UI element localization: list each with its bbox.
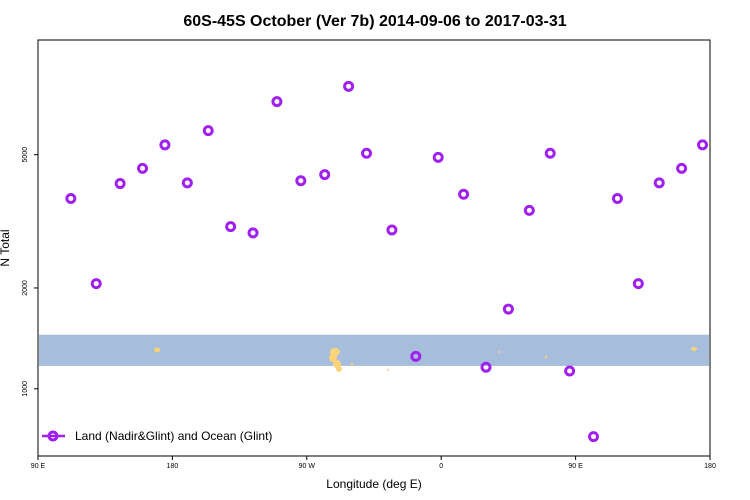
data-point bbox=[343, 80, 355, 92]
data-point bbox=[502, 303, 514, 315]
x-tick-label: 180 bbox=[704, 463, 716, 470]
data-point bbox=[386, 224, 398, 236]
data-point bbox=[632, 278, 644, 290]
x-axis: 90 E 180 90 W 0 90 E 180 bbox=[31, 456, 716, 470]
data-point bbox=[295, 175, 307, 187]
land-shape bbox=[336, 366, 342, 372]
data-point bbox=[225, 221, 237, 233]
data-point bbox=[319, 169, 331, 181]
legend: Land (Nadir&Glint) and Ocean (Glint) bbox=[42, 429, 272, 443]
legend-label: Land (Nadir&Glint) and Ocean (Glint) bbox=[75, 429, 272, 443]
x-tick-label: 90 E bbox=[31, 463, 46, 470]
data-point bbox=[247, 227, 259, 239]
land-shape bbox=[498, 351, 500, 353]
y-axis-label: N Total bbox=[0, 229, 12, 266]
data-point bbox=[361, 147, 373, 159]
data-point bbox=[114, 178, 126, 190]
land-shape bbox=[544, 355, 548, 359]
data-point bbox=[653, 177, 665, 189]
x-tick-label: 90 W bbox=[299, 463, 316, 470]
data-point bbox=[523, 204, 535, 216]
land-shape bbox=[350, 363, 354, 365]
map-strip bbox=[39, 334, 709, 372]
x-tick-label: 180 bbox=[167, 463, 179, 470]
data-point bbox=[432, 151, 444, 163]
x-tick-label: 0 bbox=[439, 463, 443, 470]
land-shapes bbox=[154, 347, 697, 372]
plot-frame bbox=[37, 39, 711, 457]
data-point bbox=[90, 278, 102, 290]
y-tick-label: 2000 bbox=[22, 280, 29, 296]
x-tick-label: 90 E bbox=[568, 463, 583, 470]
y-tick-label: 5000 bbox=[22, 147, 29, 163]
data-point bbox=[202, 125, 214, 137]
data-points bbox=[65, 80, 709, 443]
land-shape bbox=[330, 348, 340, 356]
data-point bbox=[65, 192, 77, 204]
data-point bbox=[137, 162, 149, 174]
data-point bbox=[480, 361, 492, 373]
data-point bbox=[410, 350, 422, 362]
data-point bbox=[588, 431, 600, 443]
land-shape bbox=[154, 347, 160, 353]
chart-title: 60S-45S October (Ver 7b) 2014-09-06 to 2… bbox=[183, 13, 566, 30]
data-point bbox=[271, 96, 283, 108]
land-shape bbox=[387, 369, 389, 371]
ocean-band bbox=[39, 334, 709, 366]
data-point bbox=[564, 365, 576, 377]
data-point bbox=[544, 147, 556, 159]
land-shape bbox=[691, 347, 697, 351]
y-tick-label: 1000 bbox=[22, 381, 29, 397]
data-point bbox=[159, 139, 171, 151]
land-shape bbox=[329, 354, 337, 362]
data-point bbox=[181, 177, 193, 189]
data-point bbox=[676, 162, 688, 174]
x-axis-label: Longitude (deg E) bbox=[326, 477, 421, 491]
legend-marker-icon bbox=[47, 430, 59, 442]
data-point bbox=[611, 192, 623, 204]
y-axis: 1000 2000 5000 bbox=[22, 147, 38, 397]
data-point bbox=[458, 188, 470, 200]
data-point bbox=[697, 139, 709, 151]
